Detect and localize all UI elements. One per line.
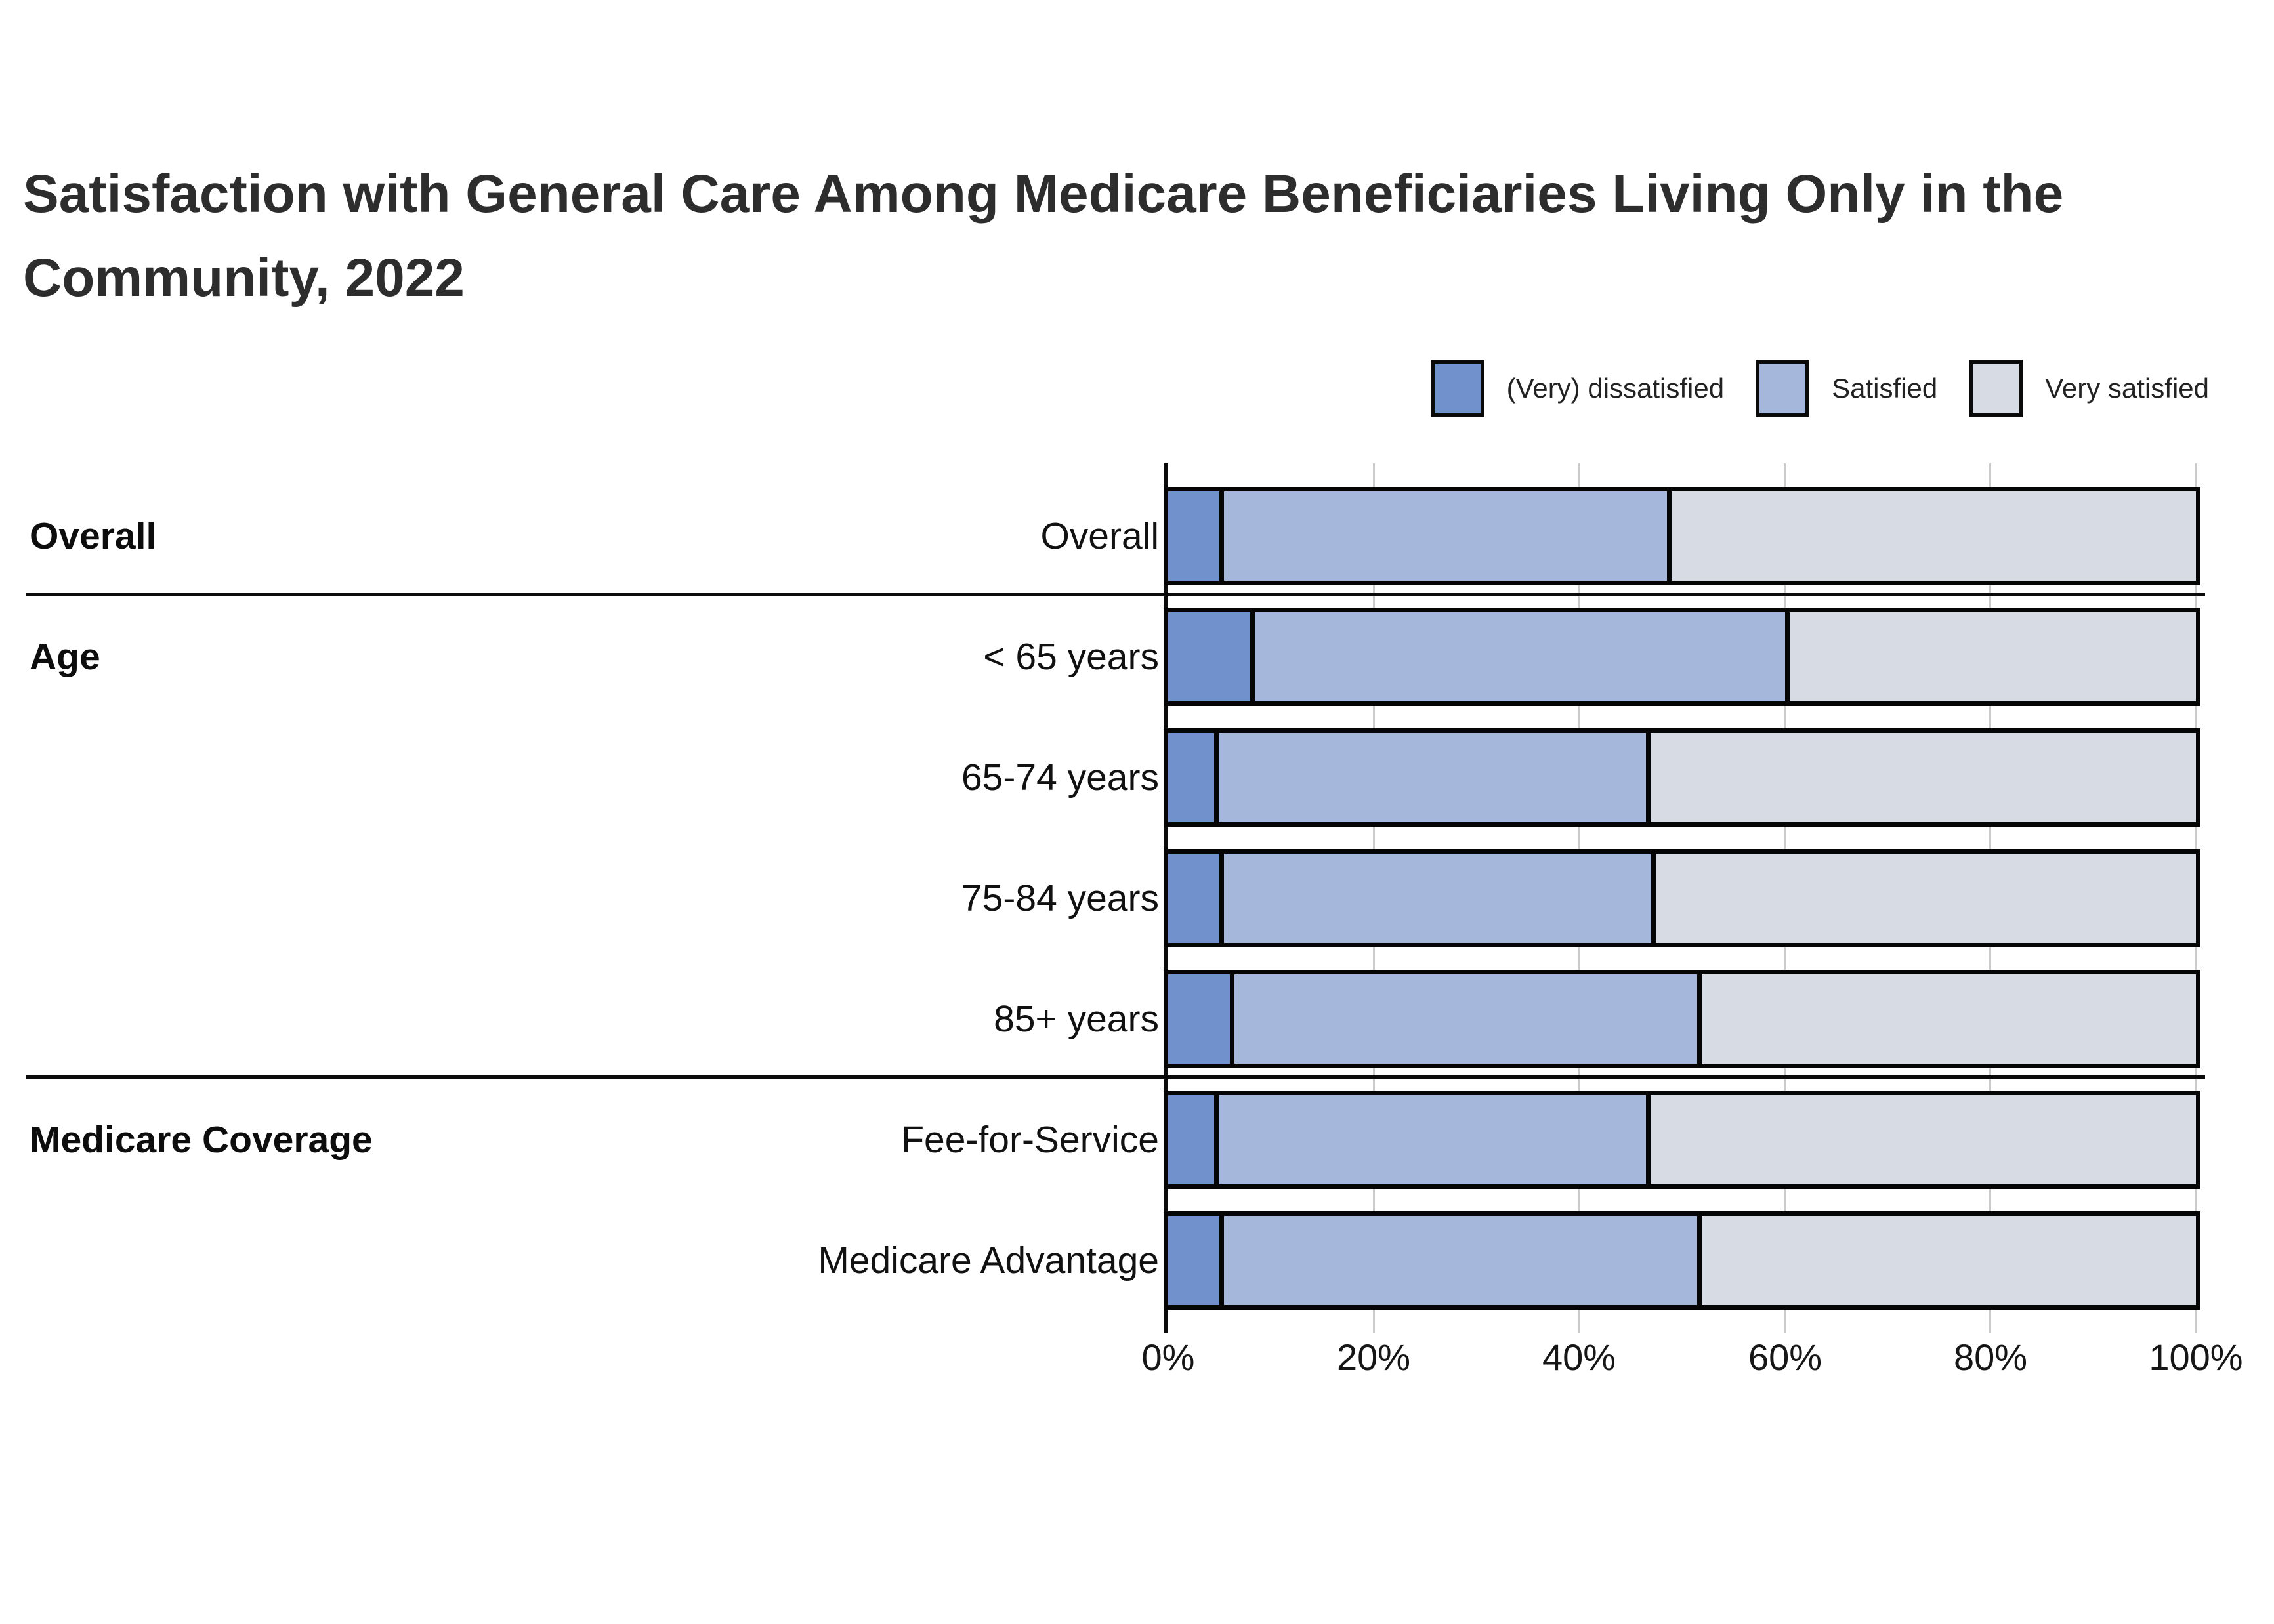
legend-label-satisfied: Satisfied (1832, 373, 1938, 404)
row-label-fee-for-service: Fee-for-Service (0, 1091, 1159, 1189)
legend-swatch-very-satisfied (1969, 360, 2023, 417)
x-tick-label: 80% (1953, 1337, 2028, 1378)
group-label-overall: Overall (30, 487, 156, 585)
group-separator (26, 593, 2205, 596)
group-label-text: Overall (30, 515, 157, 557)
bar-segment-satisfied (1219, 1216, 1698, 1305)
chart-title-line-2: Community, 2022 (23, 248, 465, 308)
group-label-text: Medicare Coverage (30, 1119, 373, 1161)
row-label-65-74-years: 65-74 years (0, 728, 1159, 827)
x-tick-label: 40% (1542, 1337, 1616, 1378)
bar-segment-dissatisfied (1168, 974, 1230, 1064)
bar-segment-very-satisfied (1697, 1216, 2196, 1305)
legend-item-satisfied: Satisfied (1756, 360, 1937, 417)
chart-title: Satisfaction with General Care Among Med… (23, 152, 2228, 320)
row-label-text: Overall (1040, 515, 1159, 557)
bar-65-years (1164, 608, 2200, 706)
bar-fee-for-service (1164, 1091, 2200, 1189)
bar-75-84-years (1164, 849, 2200, 947)
bar-segment-dissatisfied (1168, 491, 1220, 581)
bar-65-74-years (1164, 728, 2200, 827)
row-label-text: 65-74 years (961, 757, 1159, 799)
bar-segment-very-satisfied (1784, 612, 2196, 701)
x-tick-label: 60% (1748, 1337, 1822, 1378)
row-label-text: Medicare Advantage (818, 1239, 1159, 1281)
bar-segment-dissatisfied (1168, 612, 1251, 701)
bar-segment-satisfied (1250, 612, 1785, 701)
bar-segment-satisfied (1219, 491, 1667, 581)
legend-label-dissatisfied: (Very) dissatisfied (1506, 373, 1725, 404)
bar-segment-satisfied (1214, 733, 1647, 822)
bar-overall (1164, 487, 2200, 585)
row-label-65-years: < 65 years (0, 608, 1159, 706)
x-tick-label: 0% (1141, 1337, 1195, 1378)
bar-segment-very-satisfied (1646, 1095, 2196, 1184)
row-label-text: 85+ years (994, 998, 1159, 1040)
bar-segment-very-satisfied (1697, 974, 2196, 1064)
row-label-75-84-years: 75-84 years (0, 849, 1159, 947)
bar-segment-satisfied (1219, 854, 1652, 943)
bar-segment-very-satisfied (1651, 854, 2196, 943)
row-label-text: 75-84 years (961, 877, 1159, 919)
bar-segment-satisfied (1214, 1095, 1647, 1184)
row-label-text: Fee-for-Service (901, 1119, 1159, 1161)
bar-segment-dissatisfied (1168, 854, 1220, 943)
legend-item-very-satisfied: Very satisfied (1969, 360, 2209, 417)
chart-title-line-1: Satisfaction with General Care Among Med… (23, 164, 2064, 224)
group-label-age: Age (30, 608, 100, 706)
bar-segment-dissatisfied (1168, 1216, 1220, 1305)
row-label-overall: Overall (0, 487, 1159, 585)
legend-swatch-dissatisfied (1430, 360, 1484, 417)
bar-segment-very-satisfied (1666, 491, 2196, 581)
legend-item-dissatisfied: (Very) dissatisfied (1430, 360, 1725, 417)
row-label-text: < 65 years (983, 636, 1159, 678)
group-label-medicare-coverage: Medicare Coverage (30, 1091, 373, 1189)
legend: (Very) dissatisfied Satisfied Very satisfi… (1430, 360, 2209, 417)
group-label-text: Age (30, 636, 100, 678)
bar-segment-satisfied (1229, 974, 1698, 1064)
x-tick-label: 20% (1336, 1337, 1411, 1378)
legend-label-very-satisfied: Very satisfied (2045, 373, 2209, 404)
legend-swatch-satisfied (1756, 360, 1810, 417)
bar-segment-very-satisfied (1646, 733, 2196, 822)
bar-segment-dissatisfied (1168, 1095, 1215, 1184)
bar-segment-dissatisfied (1168, 733, 1215, 822)
group-separator (26, 1075, 2205, 1079)
row-label-medicare-advantage: Medicare Advantage (0, 1211, 1159, 1310)
x-tick-label: 100% (2149, 1337, 2243, 1378)
row-label-85-years: 85+ years (0, 970, 1159, 1068)
bar-85-years (1164, 970, 2200, 1068)
bar-medicare-advantage (1164, 1211, 2200, 1310)
